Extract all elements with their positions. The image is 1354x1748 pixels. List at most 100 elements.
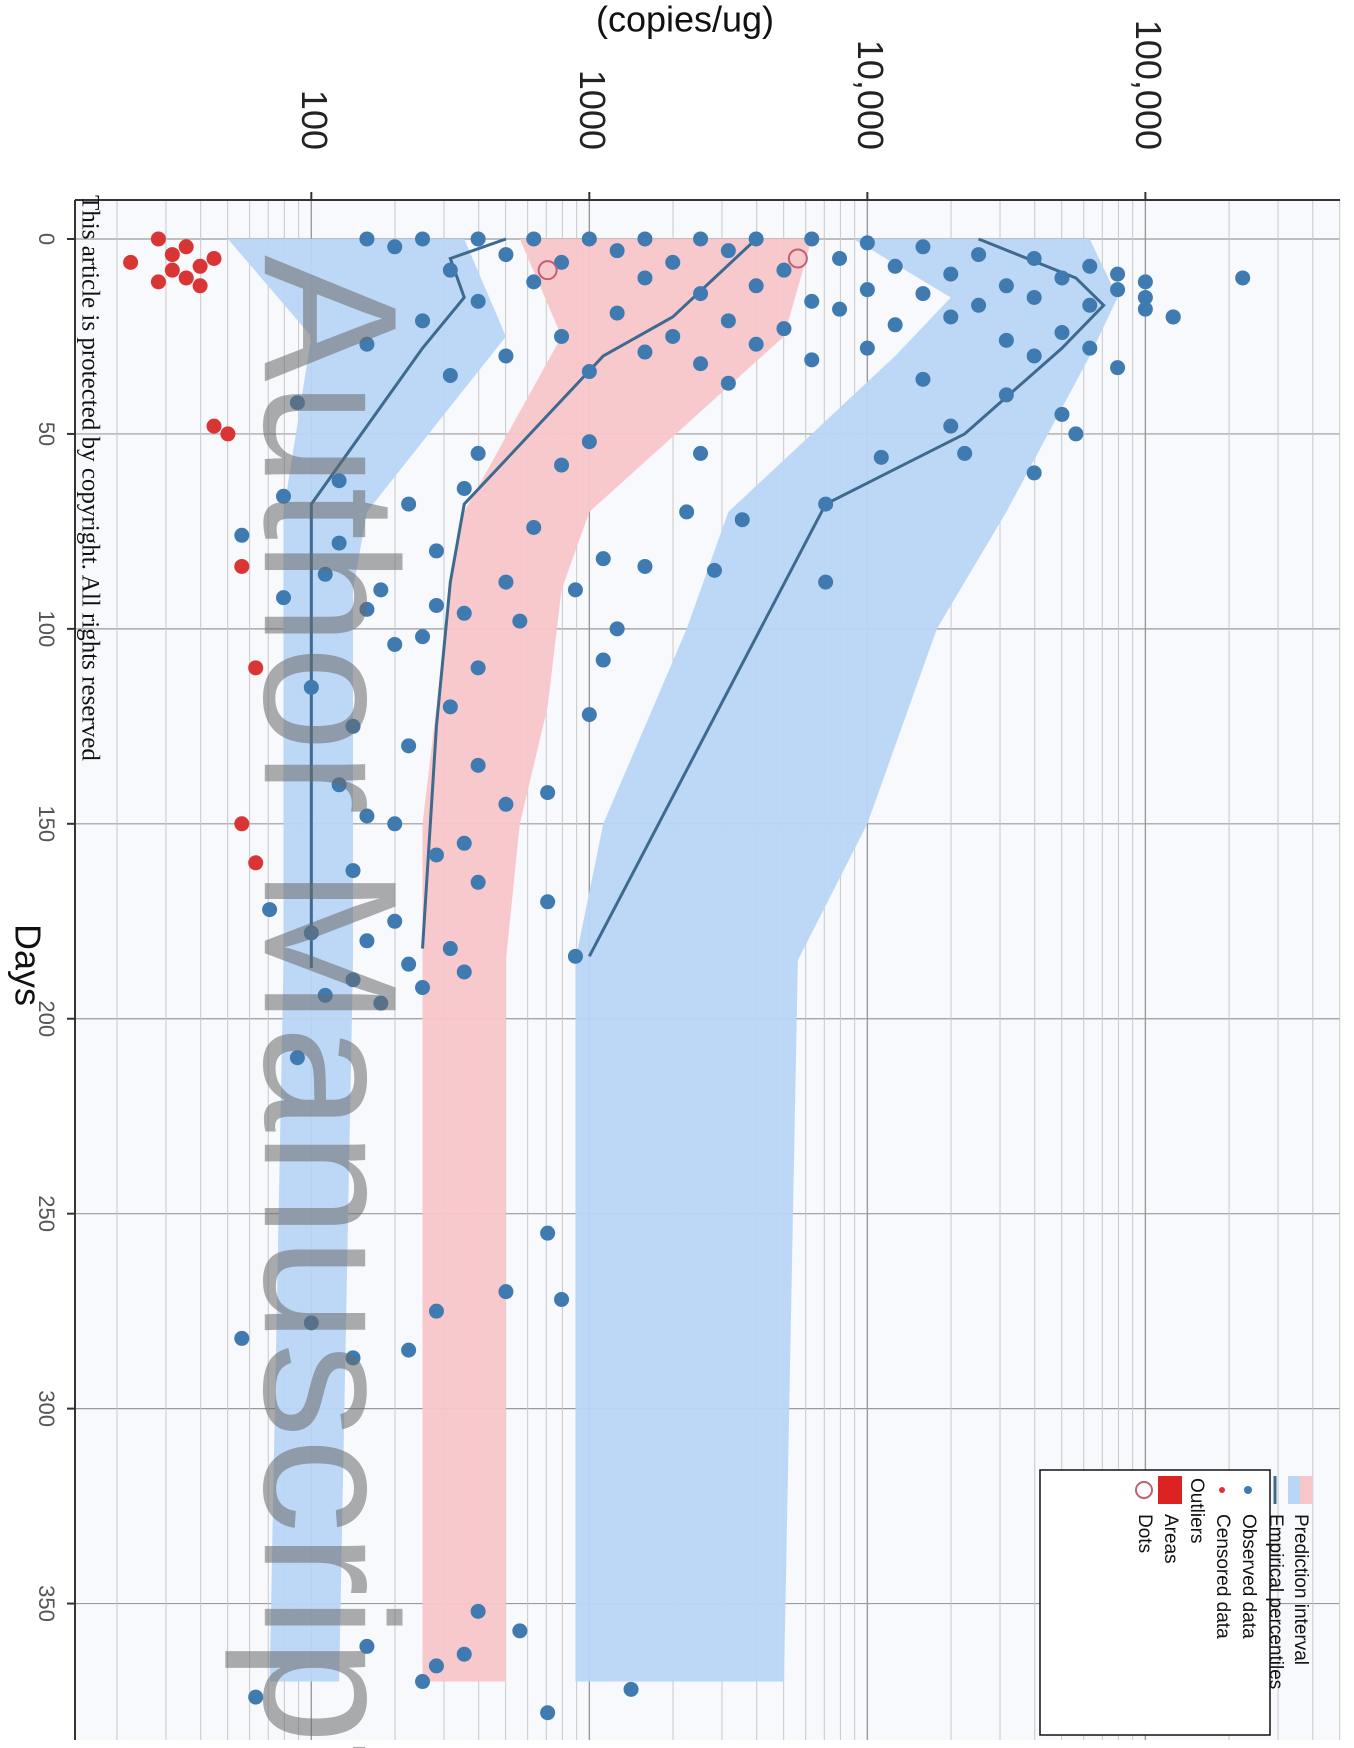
observed-point	[609, 621, 625, 637]
observed-point	[345, 863, 361, 879]
observed-point	[998, 387, 1014, 403]
observed-point	[512, 613, 528, 629]
observed-point	[859, 235, 875, 251]
observed-point	[693, 356, 709, 372]
observed-point	[873, 449, 889, 465]
observed-point	[526, 231, 542, 247]
observed-point	[943, 266, 959, 282]
censored-point	[206, 250, 222, 266]
observed-point	[470, 757, 486, 773]
observed-point	[540, 785, 556, 801]
observed-point	[1165, 309, 1181, 325]
observed-point	[1110, 266, 1126, 282]
observed-point	[540, 1705, 556, 1721]
observed-point	[415, 980, 431, 996]
observed-point	[720, 375, 736, 391]
observed-point	[401, 738, 417, 754]
observed-point	[345, 972, 361, 988]
censored-point	[123, 254, 139, 270]
censored-point	[234, 816, 250, 832]
observed-point	[720, 313, 736, 329]
censored-point	[206, 418, 222, 434]
censored-point	[164, 247, 180, 263]
axes: 0 50 100 150 200 250 300 350 100 1000 10,000 100,00…	[34, 20, 1340, 1740]
observed-point	[248, 1689, 264, 1705]
outlier-dot	[787, 248, 808, 269]
observed-point	[748, 278, 764, 294]
observed-point	[1068, 426, 1084, 442]
observed-point	[567, 582, 583, 598]
observed-point	[1082, 340, 1098, 356]
observed-point	[887, 258, 903, 274]
observed-point	[720, 243, 736, 259]
observed-point	[331, 473, 347, 489]
observed-point	[428, 543, 444, 559]
observed-point	[581, 231, 597, 247]
legend-item: Dots	[1134, 1481, 1155, 1553]
observed-point	[1110, 360, 1126, 376]
legend-swatch-dot	[1244, 1486, 1252, 1494]
observed-point	[554, 457, 570, 473]
censored-point	[220, 426, 236, 442]
censored-point	[248, 660, 264, 676]
x-axis-title: Days	[7, 924, 48, 1006]
copyright-notice: This article is protected by copyright. …	[76, 195, 103, 761]
observed-point	[915, 286, 931, 302]
legend-item: Empirical percentiles	[1265, 1476, 1286, 1689]
observed-point	[359, 231, 375, 247]
observed-point	[428, 597, 444, 613]
censored-point	[234, 558, 250, 574]
observed-point	[595, 551, 611, 567]
observed-point	[442, 367, 458, 383]
x-tick-label: 50	[34, 422, 59, 446]
x-tick-label: 0	[34, 233, 59, 245]
observed-point	[428, 1303, 444, 1319]
observed-point	[289, 395, 305, 411]
observed-point	[1137, 289, 1153, 305]
observed-point	[1235, 270, 1251, 286]
censored-point	[150, 274, 166, 290]
observed-point	[1054, 270, 1070, 286]
legend-swatch-censored	[1219, 1487, 1225, 1493]
observed-point	[401, 1342, 417, 1358]
censored-point	[178, 270, 194, 286]
observed-point	[818, 496, 834, 512]
observed-point	[359, 808, 375, 824]
observed-point	[609, 305, 625, 321]
observed-point	[637, 344, 653, 360]
observed-point	[637, 231, 653, 247]
observed-point	[1026, 465, 1042, 481]
observed-point	[442, 262, 458, 278]
observed-point	[470, 1603, 486, 1619]
observed-point	[359, 336, 375, 352]
prediction-bands	[227, 238, 1118, 1682]
observed-point	[748, 336, 764, 352]
observed-point	[554, 254, 570, 270]
observed-point	[387, 816, 403, 832]
legend-swatch-band-blue	[1288, 1476, 1300, 1504]
observed-point	[373, 582, 389, 598]
observed-point	[581, 364, 597, 380]
observed-point	[345, 1350, 361, 1366]
observed-point	[303, 679, 319, 695]
observed-point	[359, 1638, 375, 1654]
observed-point	[540, 1225, 556, 1241]
observed-point	[998, 332, 1014, 348]
observed-point	[706, 562, 722, 578]
observed-point	[401, 496, 417, 512]
censored-points	[123, 231, 264, 871]
observed-point	[915, 371, 931, 387]
censored-point	[248, 855, 264, 871]
observed-point	[637, 558, 653, 574]
observed-point	[289, 1050, 305, 1066]
observed-point	[470, 293, 486, 309]
outlier-dots	[537, 248, 808, 281]
observed-point	[276, 488, 292, 504]
observed-point	[623, 1681, 639, 1697]
observed-point	[303, 925, 319, 941]
observed-point	[665, 254, 681, 270]
observed-point	[804, 293, 820, 309]
legend-item: Prediction interval	[1288, 1476, 1312, 1665]
observed-point	[943, 309, 959, 325]
x-tick-label: 250	[34, 1195, 59, 1232]
